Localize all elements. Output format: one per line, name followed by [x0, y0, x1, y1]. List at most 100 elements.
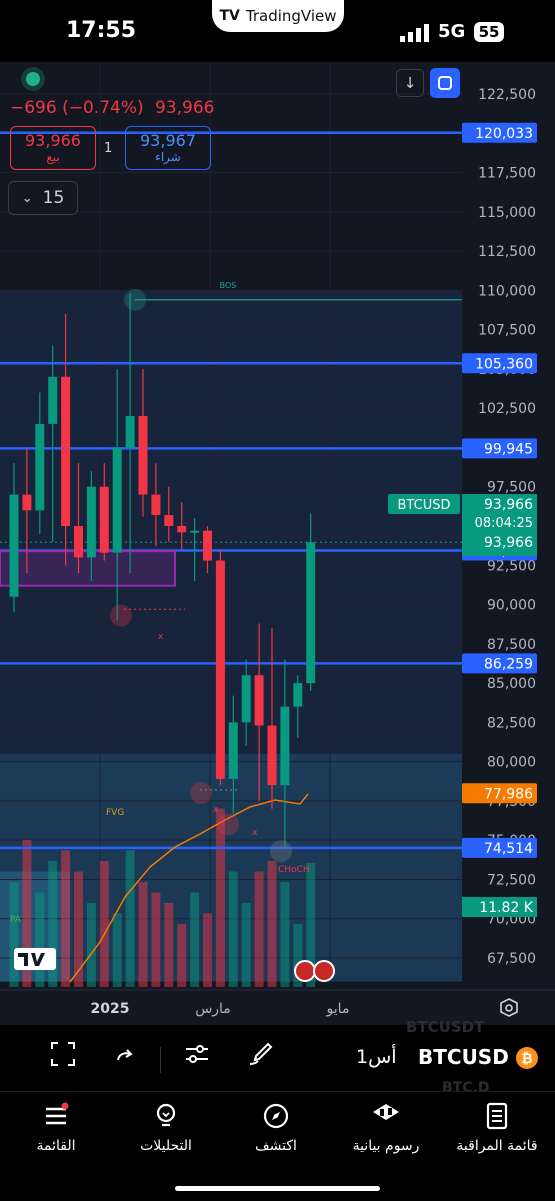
choch-label: CHoCH: [278, 865, 310, 875]
toolbar-divider: [160, 1047, 161, 1073]
volume-bar: [164, 903, 174, 987]
price-badge[interactable]: [462, 122, 537, 143]
volume-bar: [99, 861, 109, 987]
volume-bar: [190, 892, 200, 987]
volume-bar: [280, 882, 290, 987]
candle-body[interactable]: [267, 725, 277, 786]
candle-body[interactable]: [241, 675, 251, 723]
scroll-down-button[interactable]: ↓: [396, 69, 424, 97]
quantity-value[interactable]: 1: [104, 141, 113, 156]
candle-body[interactable]: [203, 530, 212, 561]
sell-button[interactable]: 93,966 بيع: [10, 126, 96, 170]
volume-bar: [22, 840, 32, 987]
market-status-dot: [26, 72, 40, 86]
arrow-down-icon: ↓: [403, 74, 417, 92]
candle-body[interactable]: [190, 530, 200, 533]
pivot-circle: [124, 288, 146, 311]
candle-body[interactable]: [112, 447, 122, 553]
fullscreen-button[interactable]: [430, 68, 460, 98]
candle-body[interactable]: [151, 494, 161, 516]
buy-price: 93,967: [140, 131, 196, 150]
sell-price: 93,966: [25, 131, 81, 150]
price-badge-label: 105,360: [475, 356, 533, 372]
gear-center: [505, 1004, 513, 1012]
symbol-badge-label: BTCUSD: [398, 498, 451, 513]
time-tick-label: مايو: [326, 1001, 350, 1017]
candle-body[interactable]: [35, 423, 45, 511]
candle-body[interactable]: [293, 683, 303, 707]
price-badge[interactable]: [462, 653, 537, 674]
price-tick-label: 107,500: [478, 323, 536, 339]
candle-body[interactable]: [48, 376, 58, 424]
candle-body[interactable]: [280, 706, 290, 786]
tab-ideas[interactable]: التحليلات: [111, 1102, 221, 1154]
pivot-circle: [110, 604, 132, 627]
watermark-glyph: [18, 953, 45, 966]
tab-menu[interactable]: القائمة: [1, 1102, 111, 1154]
status-bar: 17:55 TV TradingView 5G 55: [0, 0, 555, 62]
settings-gear-icon[interactable]: [500, 998, 518, 1017]
clock: 17:55: [66, 18, 137, 43]
price-tick-label: 72,500: [487, 872, 536, 888]
candle-body[interactable]: [164, 515, 174, 526]
volume-bar: [61, 850, 71, 987]
candle-body[interactable]: [138, 416, 148, 495]
volume-bar: [138, 882, 148, 987]
price-tick-label: 67,500: [487, 951, 536, 967]
price-badge[interactable]: [462, 353, 537, 374]
volume-bar: [74, 871, 83, 987]
time-axis-panel: [0, 990, 555, 1025]
volume-bar: [151, 892, 161, 987]
price-tick-label: 122,500: [478, 87, 536, 103]
symbol-selector[interactable]: BTCUSD: [418, 1045, 509, 1069]
draw-brush-icon[interactable]: [248, 1041, 274, 1067]
price-badge[interactable]: [462, 438, 537, 459]
candle-body[interactable]: [61, 376, 71, 526]
candle-body[interactable]: [228, 722, 238, 779]
current-price-badge[interactable]: [462, 494, 537, 556]
candle-body[interactable]: [86, 486, 96, 558]
candle-body[interactable]: [22, 494, 32, 511]
bitcoin-icon: ₿: [516, 1047, 538, 1069]
candle-body[interactable]: [215, 560, 225, 779]
candle-body[interactable]: [254, 675, 264, 726]
candle-body[interactable]: [9, 494, 19, 597]
tab-watchlist[interactable]: قائمة المراقبة: [442, 1102, 552, 1154]
candle-body[interactable]: [99, 486, 109, 553]
battery-icon: 55: [474, 22, 504, 42]
sell-label: بيع: [46, 150, 60, 164]
tradingview-logo-icon: TV: [219, 8, 240, 24]
symbol-badge: [388, 494, 460, 514]
indicators-icon[interactable]: [184, 1041, 210, 1067]
candle-body[interactable]: [177, 526, 187, 533]
redo-icon[interactable]: [114, 1044, 136, 1066]
bos-label: BOS: [220, 281, 237, 290]
order-block-zone: [0, 290, 462, 794]
volume-bar: [203, 913, 212, 987]
candle-body[interactable]: [74, 526, 83, 558]
tab-ideas-label: التحليلات: [140, 1138, 192, 1154]
quantity-stepper[interactable]: ⌄ 15: [8, 181, 78, 215]
chevron-down-icon: ⌄: [21, 190, 33, 206]
price-badge[interactable]: [462, 783, 537, 804]
pivot-circle: [190, 782, 212, 805]
tab-charts[interactable]: رسوم بيانية: [331, 1102, 441, 1154]
tab-explore[interactable]: اكتشف: [221, 1102, 331, 1154]
buy-button[interactable]: 93,967 شراء: [125, 126, 211, 170]
us-flag-icon[interactable]: [313, 960, 335, 982]
price-badge[interactable]: [462, 837, 537, 858]
tab-watchlist-label: قائمة المراقبة: [456, 1138, 538, 1154]
candle-body[interactable]: [125, 416, 135, 448]
timeframe-selector[interactable]: 1أس: [356, 1046, 397, 1068]
screenshot-icon[interactable]: [50, 1041, 76, 1067]
candle-body[interactable]: [306, 542, 316, 684]
app-pill[interactable]: TV TradingView: [212, 0, 344, 32]
price-badge-label: 99,945: [484, 441, 533, 457]
volume-bar: [177, 924, 187, 987]
x-marker: x: [158, 632, 164, 642]
us-flag-icon[interactable]: [294, 960, 316, 982]
tab-menu-label: القائمة: [36, 1138, 76, 1154]
price-badge-label: 120,033: [475, 126, 533, 142]
